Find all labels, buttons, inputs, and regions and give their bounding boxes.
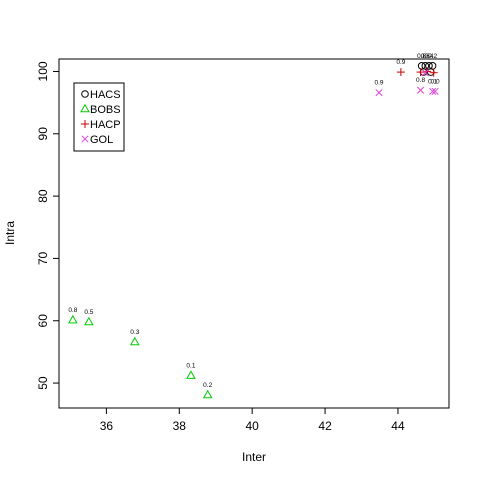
series-hacp: 0.9 [396, 59, 438, 77]
legend-entry: HACS [81, 89, 121, 101]
legend-marker [80, 103, 90, 113]
data-label: 0.8 [417, 53, 426, 60]
marker-x-b [431, 87, 439, 95]
series-gol: 0.9 0.8 0.10.0 [374, 69, 440, 97]
marker-x-b [421, 69, 429, 77]
data-label: 0.6 [421, 53, 430, 60]
legend-entry: BOBS [80, 103, 121, 116]
y-axis-title: Intra [3, 221, 17, 245]
legend: HACS BOBS HACP GOL [73, 82, 125, 152]
marker-triangle [202, 389, 213, 399]
marker-triangle [84, 316, 94, 326]
data-point [417, 86, 425, 94]
marker-x-b [429, 87, 437, 95]
data-point [186, 370, 196, 379]
x-tick-label: 42 [318, 419, 332, 433]
data-label: 0.8 [68, 307, 77, 314]
marker-triangle [186, 370, 196, 379]
x-tick-label: 44 [391, 419, 405, 433]
x-tick-label: 36 [100, 419, 114, 433]
data-label: 0.2 [203, 382, 212, 389]
axes: 36 38 40 42 44 50 60 70 80 90 100 [36, 58, 450, 433]
data-point [429, 87, 437, 95]
y-tick-label: 70 [36, 251, 50, 265]
data-point [421, 69, 429, 77]
legend-label: GOL [90, 134, 113, 146]
data-label: 0.3 [130, 329, 139, 336]
x-axis-title: Inter [242, 450, 266, 464]
data-label: 0.1 [428, 78, 437, 85]
marker-triangle [129, 336, 140, 346]
legend-label: BOBS [90, 104, 121, 116]
marker-triangle [67, 314, 78, 324]
data-label: 0.5 [84, 309, 93, 316]
data-point [202, 389, 213, 399]
plot-frame [58, 58, 450, 409]
legend-label: HACS [90, 89, 121, 101]
legend-marker [81, 135, 89, 143]
data-point [396, 68, 405, 77]
marker-x-b [375, 89, 383, 97]
legend-entry: GOL [81, 134, 113, 146]
x-tick-label: 38 [173, 419, 187, 433]
data-point [84, 316, 94, 326]
data-point [431, 87, 439, 95]
data-label: 0.8 [416, 77, 425, 84]
series-bobs: 0.8 0.5 0.3 0.1 0.2 [67, 307, 213, 399]
data-point [67, 314, 78, 324]
y-tick-label: 100 [36, 61, 50, 81]
data-point [416, 68, 425, 77]
legend-label: HACP [90, 119, 121, 131]
data-label: 0.4 [424, 53, 433, 60]
data-point [375, 89, 383, 97]
data-points: 0.80.60.40.20.8 0.50.30.10.20.90.9 0.8 0.10… [67, 53, 440, 399]
marker-x-b [81, 135, 89, 143]
data-label: 0.9 [396, 59, 405, 66]
y-tick-label: 50 [36, 376, 50, 390]
data-point [429, 68, 438, 77]
data-label: 0.0 [431, 78, 440, 85]
data-label: 0.9 [374, 80, 383, 87]
data-label: 0.1 [186, 363, 195, 370]
data-label: 0.2 [428, 53, 437, 60]
legend-marker [81, 90, 89, 98]
x-tick-label: 40 [245, 419, 259, 433]
y-tick-label: 80 [36, 189, 50, 203]
legend-marker [81, 120, 89, 128]
y-tick-label: 90 [36, 127, 50, 141]
data-point [129, 336, 140, 346]
legend-box [73, 82, 125, 152]
y-tick-label: 60 [36, 314, 50, 328]
marker-x-b [417, 86, 425, 94]
legend-entry: HACP [81, 119, 121, 131]
marker-circle [81, 90, 89, 98]
marker-triangle [80, 103, 90, 113]
